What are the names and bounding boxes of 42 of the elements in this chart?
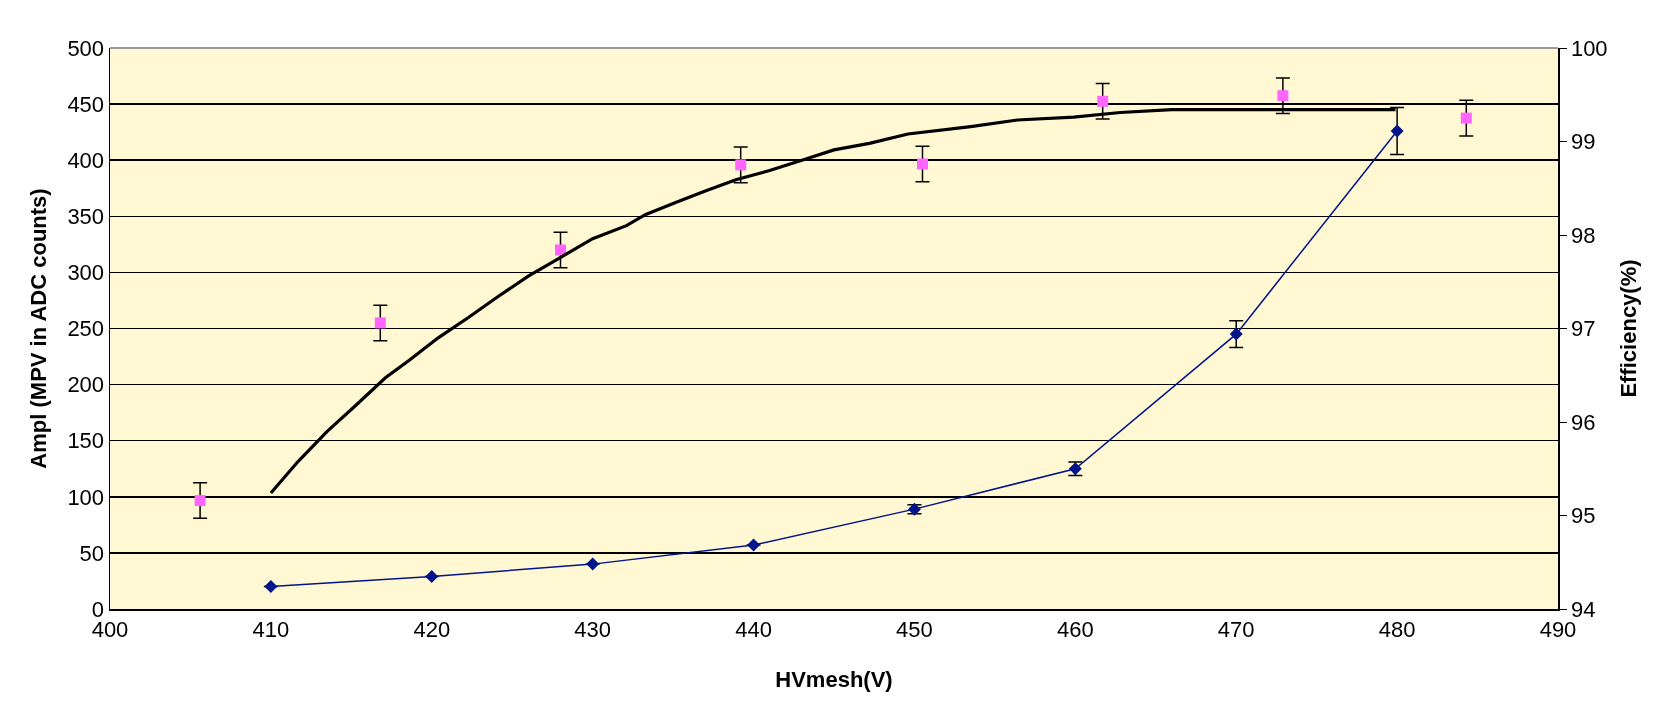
y-tick-label: 350	[67, 204, 105, 229]
x-tick-label: 430	[574, 616, 612, 642]
x-axis-title: HVmesh(V)	[775, 666, 893, 692]
x-tick-label: 450	[896, 616, 933, 642]
y-tick-label: 50	[79, 540, 105, 566]
point	[554, 244, 566, 256]
y-tick-label: 0	[91, 596, 105, 622]
y2-axis-title: Efficiency(%)	[1616, 259, 1642, 398]
y-axis-title: Ampl (MPV in ADC counts)	[26, 188, 52, 469]
y-tick-label: 100	[67, 484, 105, 510]
y2-tick-label: 98	[1570, 222, 1596, 248]
x-tick-label: 420	[413, 616, 451, 642]
y2-tick-label: 99	[1570, 129, 1596, 155]
x-tick-label: 440	[735, 616, 772, 642]
y2-tick-label: 95	[1570, 503, 1596, 529]
y-tick-label: 400	[67, 147, 105, 173]
point	[194, 495, 206, 507]
point	[735, 159, 747, 171]
y-tick-label: 500	[67, 35, 105, 61]
point	[1390, 124, 1404, 138]
y-tick-label: 150	[67, 428, 105, 454]
point	[586, 557, 600, 571]
point	[1097, 95, 1109, 107]
x-tick-label: 460	[1056, 616, 1094, 642]
y-tick-label: 250	[67, 316, 105, 342]
point	[916, 158, 928, 170]
y-tick-label: 200	[67, 372, 105, 398]
y2-tick-label: 96	[1570, 409, 1596, 435]
y2-tick-label: 97	[1570, 316, 1596, 342]
x-tick-label: 470	[1217, 616, 1255, 642]
point	[747, 538, 761, 552]
point	[264, 580, 278, 594]
point	[425, 569, 439, 583]
x-tick-label: 410	[252, 616, 290, 642]
y2-tick-label: 100	[1570, 35, 1608, 61]
point	[1277, 90, 1289, 102]
point	[1460, 112, 1472, 124]
point	[374, 317, 386, 329]
x-tick-label: 480	[1378, 616, 1416, 642]
y-tick-label: 450	[67, 91, 105, 117]
point	[1229, 327, 1243, 341]
y-tick-label: 300	[67, 260, 105, 286]
